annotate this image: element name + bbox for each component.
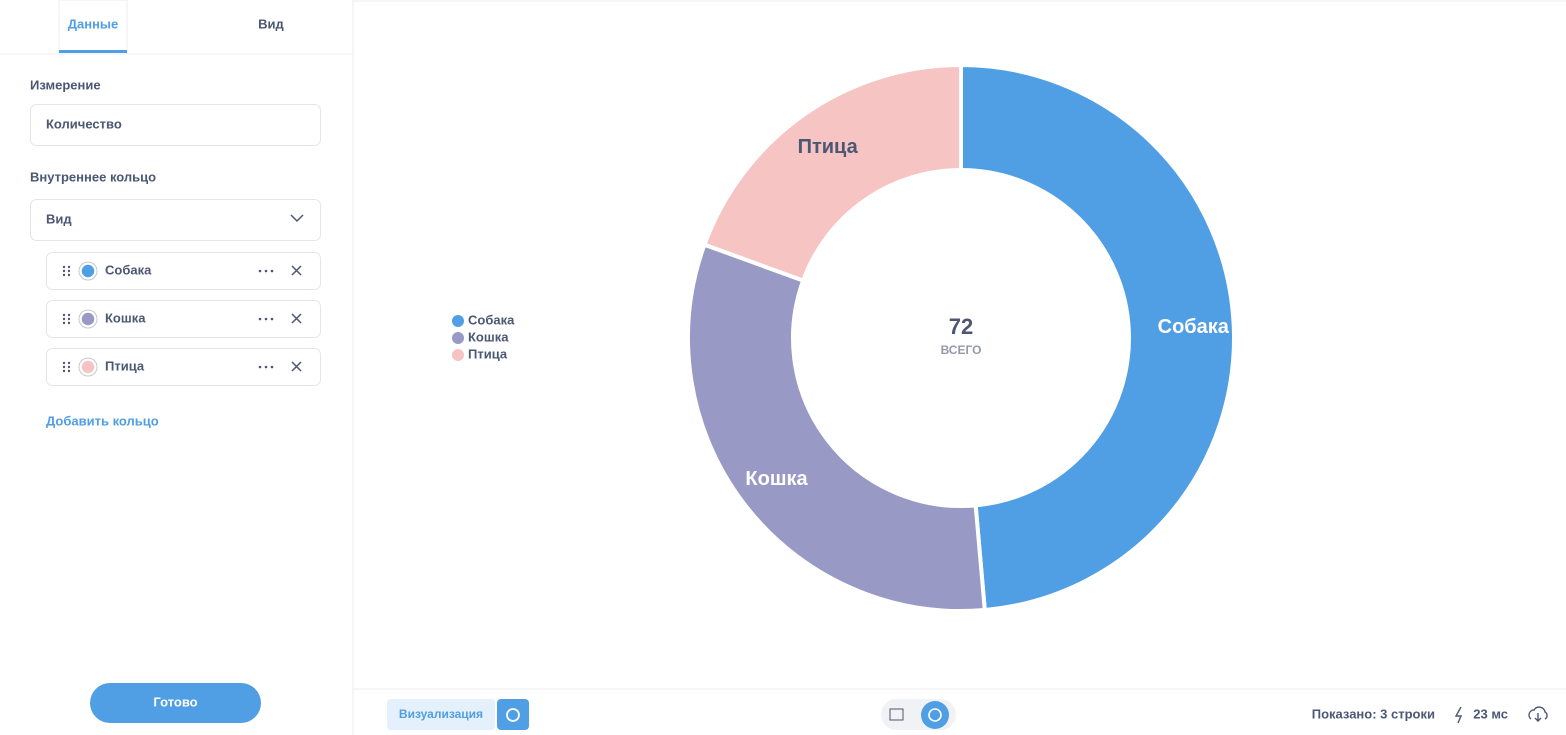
dropdown[interactable] — [30, 199, 321, 241]
table-icon[interactable] — [889, 708, 904, 721]
more-dot[interactable] — [258, 269, 262, 273]
drag-dot — [67, 269, 71, 273]
drag-dot — [62, 321, 66, 325]
drag-dot — [62, 361, 66, 365]
series-name: Собака — [105, 262, 152, 277]
more-dot[interactable] — [270, 269, 274, 273]
slice[interactable] — [686, 242, 987, 613]
chart-toggle[interactable] — [921, 701, 949, 729]
series-name: Птица — [105, 358, 145, 373]
remove-icon[interactable] — [291, 265, 302, 276]
color-swatch[interactable] — [80, 359, 96, 375]
drag-dot — [62, 269, 66, 273]
drag-dot — [67, 265, 71, 269]
drag-dot — [67, 273, 71, 277]
remove-icon[interactable] — [291, 361, 302, 372]
swatch-ring — [78, 261, 98, 281]
drag-dot — [62, 273, 66, 277]
settings-button[interactable] — [497, 699, 529, 730]
tab-box — [58, 0, 128, 55]
drag-dot — [62, 265, 66, 269]
more-dot[interactable] — [258, 317, 262, 321]
more-dot[interactable] — [264, 317, 268, 321]
series-item[interactable] — [46, 300, 321, 338]
field-label: Внутреннее кольцо — [30, 169, 156, 184]
more-dot[interactable] — [270, 317, 274, 321]
input[interactable] — [30, 104, 321, 146]
slice-label: Кошка — [745, 468, 808, 490]
more-dot[interactable] — [264, 365, 268, 369]
download-icon[interactable] — [1528, 706, 1548, 722]
slice[interactable] — [701, 62, 963, 284]
done-label: Готово — [153, 694, 197, 709]
drag-dot — [67, 321, 71, 325]
tab[interactable]: Вид — [258, 16, 284, 31]
series-name: Кошка — [105, 310, 146, 325]
total-label: ВСЕГО — [941, 343, 982, 357]
legend-label[interactable]: Собака — [468, 312, 515, 327]
drag-dot — [62, 313, 66, 317]
viz-label: Визуализация — [399, 707, 483, 721]
slice-label: Птица — [798, 136, 859, 158]
input-value: Количество — [46, 116, 122, 131]
drag-dot — [62, 365, 66, 369]
legend-swatch — [452, 349, 464, 361]
drag-dot — [67, 369, 71, 373]
bolt-icon — [1454, 706, 1463, 724]
row-count: Показано: 3 строки — [1312, 706, 1435, 721]
done-button[interactable] — [90, 683, 261, 723]
tab-underline — [59, 50, 127, 53]
remove-icon[interactable] — [291, 313, 302, 324]
swatch-ring — [78, 357, 98, 377]
gear-icon — [506, 708, 520, 722]
pie-icon — [928, 708, 942, 722]
tab[interactable]: Данные — [68, 16, 119, 31]
query-time: 23 мс — [1473, 706, 1508, 721]
series-item[interactable] — [46, 348, 321, 386]
legend-label[interactable]: Кошка — [468, 329, 509, 344]
color-swatch[interactable] — [80, 311, 96, 327]
legend-label[interactable]: Птица — [468, 346, 508, 361]
field-label: Измерение — [30, 77, 101, 92]
drag-dot — [67, 361, 71, 365]
swatch-ring — [78, 309, 98, 329]
add-ring[interactable]: Добавить кольцо — [46, 413, 159, 428]
more-dot[interactable] — [264, 269, 268, 273]
chevron — [290, 214, 304, 223]
legend-swatch — [452, 315, 464, 327]
legend-swatch — [452, 332, 464, 344]
series-item[interactable] — [46, 252, 321, 290]
total-value: 72 — [949, 314, 973, 339]
more-dot[interactable] — [270, 365, 274, 369]
drag-dot — [62, 317, 66, 321]
drag-dot — [62, 369, 66, 373]
viz-button[interactable] — [387, 699, 495, 730]
dropdown-value: Вид — [46, 211, 72, 226]
slice[interactable] — [959, 62, 1236, 613]
color-swatch[interactable] — [80, 263, 96, 279]
drag-dot — [67, 317, 71, 321]
slice-label: Собака — [1158, 316, 1230, 338]
more-dot[interactable] — [258, 365, 262, 369]
drag-dot — [67, 313, 71, 317]
drag-dot — [67, 365, 71, 369]
